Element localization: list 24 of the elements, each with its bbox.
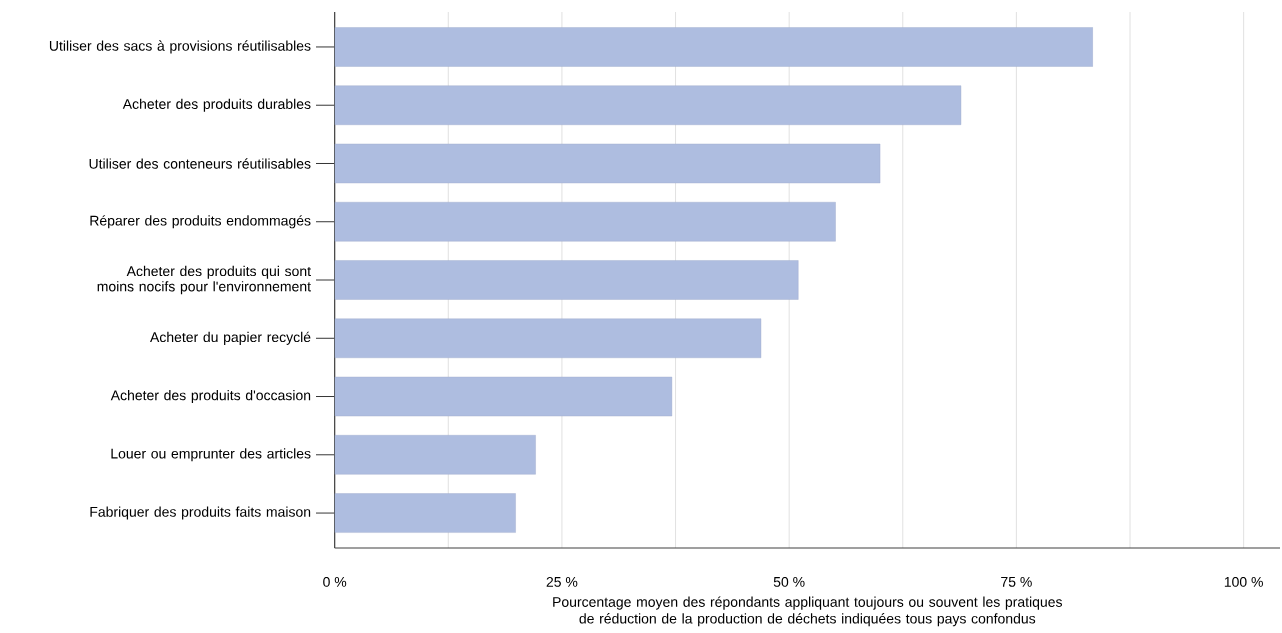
x-tick-label: 100 %: [1224, 576, 1263, 587]
bar: [334, 202, 836, 242]
bar: [334, 143, 881, 184]
y-tick-label: Acheter du papier recyclé: [150, 331, 311, 345]
y-tick-label: Utiliser des conteneurs réutilisables: [89, 158, 311, 169]
bar: [334, 27, 1093, 67]
y-tick-label: Acheter des produits d'occasion: [110, 390, 311, 404]
x-tick-label: 75 %: [1001, 576, 1032, 587]
bar: [334, 376, 673, 417]
y-tick-label: Acheter des produits durables: [122, 98, 311, 112]
y-tick-label: Utiliser des sacs à provisions réutilisables: [49, 40, 311, 54]
bar: [334, 493, 516, 533]
x-tick-label: 0 %: [323, 576, 347, 587]
y-tick-label: Louer ou emprunter des articles: [111, 448, 311, 462]
bar: [334, 85, 962, 125]
bar: [334, 260, 799, 300]
y-tick-label: Fabriquer des produits faits maison: [90, 506, 311, 520]
x-tick-label: 50 %: [773, 576, 805, 587]
bar: [334, 435, 536, 475]
y-tick-label: Réparer des produits endommagés: [90, 215, 311, 229]
x-tick-label: 25 %: [546, 576, 578, 587]
x-axis-title: Pourcentage moyen des répondants appliquant toujours ou souvent les pratiques de réduction de la production de déchets indiquées tous pays confondus: [553, 596, 1062, 627]
y-tick-label: Acheter des produits qui sont moins nocifs pour l'environnement: [97, 265, 311, 295]
bar: [334, 318, 762, 358]
